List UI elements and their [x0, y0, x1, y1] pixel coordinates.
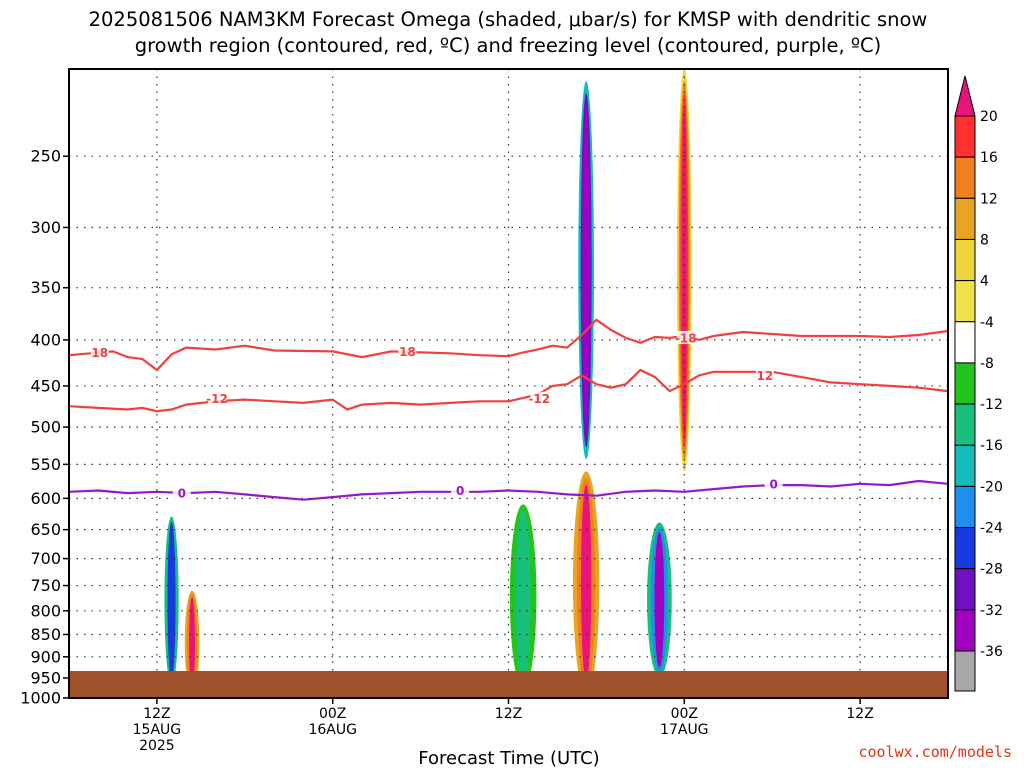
omega-cell — [654, 532, 665, 668]
omega-cell — [515, 510, 531, 683]
x-tick-label: 12Z — [143, 706, 170, 722]
omega-shading — [161, 69, 768, 695]
contour-label: 18 — [91, 346, 108, 360]
contour-label-bg — [451, 483, 470, 497]
contour-label-bg — [207, 391, 226, 405]
colorbar-swatch — [954, 568, 976, 611]
colorbar-label: -28 — [980, 562, 1003, 578]
colorbar-swatch — [954, 444, 976, 487]
omega-cell — [583, 105, 590, 436]
colorbar-swatch — [954, 485, 976, 529]
x-tick-label: 2025 — [139, 738, 175, 754]
colorbar-label: 16 — [980, 150, 998, 166]
colorbar-label: -24 — [980, 521, 1003, 537]
contour-label-bg — [172, 486, 191, 500]
colorbar-swatch — [954, 238, 976, 282]
contour-label-bg — [764, 476, 783, 490]
contour-label: 0 — [456, 484, 464, 498]
colorbar-label: -36 — [980, 644, 1003, 660]
omega-cell — [682, 105, 687, 436]
colorbar: 20 16 12 8 4 -4 -8 -12 -16 -20 -24 -28 -32 -36 — [954, 75, 1003, 692]
contour-label: 0 — [769, 477, 777, 491]
colorbar-swatch — [954, 650, 976, 692]
y-tick-label: 950 — [30, 668, 61, 687]
omega-cell — [580, 484, 592, 681]
y-tick-label: 600 — [30, 489, 61, 508]
colorbar-label: 12 — [980, 191, 998, 207]
colorbar-swatch — [954, 115, 976, 158]
omega-cell — [747, 69, 768, 412]
y-tick-label: 650 — [30, 520, 61, 539]
terrain-ground — [69, 671, 948, 698]
colorbar-swatch — [954, 321, 976, 364]
contour-label: -12 — [206, 392, 228, 406]
x-tick-label: 12Z — [846, 706, 873, 722]
contour-label-bg — [90, 345, 109, 359]
y-tick-label: 800 — [30, 601, 61, 620]
omega-cell — [189, 596, 195, 688]
colorbar-swatch — [954, 362, 976, 405]
y-tick-label: 250 — [30, 147, 61, 166]
omega-cell — [167, 521, 176, 680]
colorbar-label: 4 — [980, 274, 989, 290]
x-tick-label: 16AUG — [308, 722, 357, 738]
y-tick-label: 750 — [30, 576, 61, 595]
freezing-level-contour — [69, 479, 948, 501]
y-axis: 250 300 350 400 450 500 550 600 650 700 750 800 850 9… — [20, 147, 69, 708]
contour-label: 12 — [757, 369, 774, 383]
colorbar-cap-top — [954, 75, 976, 117]
contours: 18 -12 18 -12 -18 12 0 0 0 — [69, 318, 948, 501]
chart-title-line-1: 2025081506 NAM3KM Forecast Omega (shaded… — [89, 8, 928, 31]
y-tick-label: 400 — [30, 330, 61, 349]
x-tick-label: 00Z — [319, 706, 346, 722]
colorbar-label: -4 — [980, 315, 994, 331]
credit-link[interactable]: coolwx.com/models — [858, 743, 1012, 761]
contour-label: 18 — [399, 345, 416, 359]
x-tick-label: 15AUG — [133, 722, 182, 738]
y-tick-label: 450 — [30, 376, 61, 395]
y-tick-label: 850 — [30, 625, 61, 644]
x-tick-label: 17AUG — [660, 722, 709, 738]
y-tick-label: 1000 — [20, 689, 61, 708]
y-tick-label: 300 — [30, 218, 61, 237]
colorbar-swatch — [954, 280, 976, 323]
colorbar-label: 20 — [980, 109, 998, 125]
y-tick-label: 700 — [30, 549, 61, 568]
x-axis-title: Forecast Time (UTC) — [418, 748, 599, 768]
y-tick-label: 350 — [30, 278, 61, 297]
colorbar-label: -20 — [980, 479, 1003, 495]
y-tick-label: 550 — [30, 455, 61, 474]
contour-label-bg — [755, 368, 774, 382]
contour-label: -12 — [528, 392, 550, 406]
y-tick-label: 500 — [30, 418, 61, 437]
y-tick-label: 900 — [30, 647, 61, 666]
colorbar-label: -16 — [980, 438, 1003, 454]
colorbar-swatch — [954, 156, 976, 199]
contour-label: -18 — [675, 331, 697, 345]
contour-label-bg — [398, 344, 417, 358]
colorbar-label: 8 — [980, 232, 989, 248]
colorbar-label: -12 — [980, 397, 1003, 413]
plot-area: 18 -12 18 -12 -18 12 0 0 0 — [69, 69, 948, 698]
colorbar-swatch — [954, 527, 976, 570]
contour-label-bg — [530, 391, 549, 405]
x-tick-label: 00Z — [671, 706, 698, 722]
colorbar-label: -8 — [980, 356, 994, 372]
x-tick-label: 12Z — [495, 706, 522, 722]
dendritic-contour — [69, 318, 948, 372]
contour-label: 0 — [178, 487, 186, 501]
colorbar-label: -32 — [980, 603, 1003, 619]
colorbar-swatch — [954, 403, 976, 446]
chart-title-line-2: growth region (contoured, red, ºC) and f… — [135, 34, 882, 57]
contour-label-bg — [676, 330, 695, 344]
colorbar-swatch — [954, 609, 976, 652]
colorbar-swatch — [954, 197, 976, 240]
